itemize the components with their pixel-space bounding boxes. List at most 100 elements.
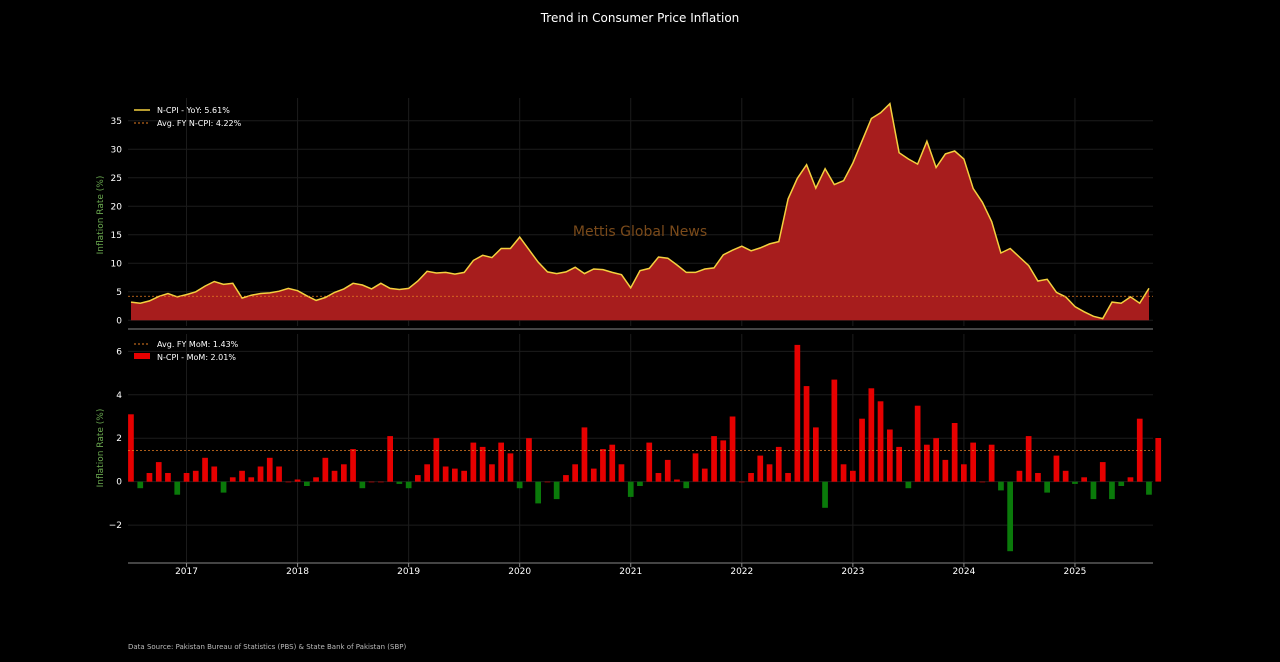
- mom-bar: [775, 446, 782, 482]
- data-source-note: Data Source: Pakistan Bureau of Statisti…: [128, 643, 407, 651]
- mom-bar: [757, 455, 764, 482]
- mom-y-tick-label: 6: [116, 347, 122, 357]
- mom-bars: [128, 344, 1162, 552]
- mom-bar: [748, 473, 754, 482]
- mom-legend: Avg. FY MoM: 1.43% N-CPI - MoM: 2.01%: [134, 340, 239, 362]
- mom-bar: [822, 481, 828, 508]
- mom-bar: [785, 473, 791, 482]
- mom-bar: [683, 481, 690, 489]
- mom-bar: [738, 481, 745, 483]
- mom-bar: [507, 453, 514, 482]
- mom-bar: [813, 427, 819, 482]
- mom-bar: [1081, 477, 1087, 482]
- watermark: Mettis Global News: [573, 224, 707, 240]
- mom-bar: [1099, 462, 1106, 482]
- mom-bar: [387, 436, 393, 482]
- yoy-panel: 0 5 10 15 20 25 30 35 Inflation Rate (%) N-CPI …: [96, 98, 1153, 326]
- mom-bar: [285, 481, 292, 483]
- mom-bar: [942, 459, 949, 482]
- mom-bar: [914, 405, 921, 482]
- mom-bar: [563, 475, 569, 482]
- yoy-y-axis-label: Inflation Rate (%): [96, 176, 106, 255]
- mom-bar: [526, 438, 532, 482]
- mom-bar: [988, 444, 995, 482]
- mom-y-tick-label: 4: [116, 391, 122, 401]
- mom-bar: [572, 464, 578, 482]
- mom-bar: [470, 442, 477, 482]
- x-tick-label: 2020: [508, 567, 531, 577]
- mom-bar: [276, 466, 282, 482]
- yoy-area-fill: [131, 103, 1149, 321]
- mom-bar: [248, 477, 255, 482]
- mom-bar: [1118, 481, 1125, 486]
- mom-bar: [461, 470, 467, 482]
- mom-bar: [1062, 470, 1069, 482]
- mom-bar: [452, 468, 458, 482]
- mom-bar: [183, 473, 190, 482]
- mom-bar: [479, 446, 486, 482]
- mom-bar: [516, 481, 523, 489]
- mom-bar: [692, 453, 699, 482]
- mom-y-tick-label: 2: [116, 434, 122, 444]
- mom-bar: [368, 481, 375, 483]
- mom-y-ticks: −2 0 2 4 6: [109, 347, 123, 531]
- mom-bar: [637, 481, 643, 486]
- mom-bar: [581, 427, 588, 482]
- mom-bar: [924, 444, 930, 482]
- mom-bar: [396, 481, 403, 484]
- mom-bar: [951, 423, 958, 482]
- mom-bar: [415, 475, 421, 482]
- legend-label-mom: N-CPI - MoM: 2.01%: [157, 353, 236, 362]
- yoy-y-ticks: 0 5 10 15 20 25 30 35: [111, 117, 123, 326]
- yoy-y-tick-label: 20: [111, 202, 123, 212]
- yoy-y-tick-label: 10: [111, 259, 123, 269]
- mom-bar: [1146, 481, 1152, 495]
- mom-y-tick-label: −2: [109, 521, 122, 531]
- mom-bar: [896, 446, 902, 482]
- mom-bar: [1035, 473, 1041, 482]
- mom-bar: [433, 438, 440, 482]
- yoy-y-tick-label: 0: [116, 316, 122, 326]
- mom-bar: [146, 473, 153, 482]
- mom-bar: [970, 442, 976, 482]
- mom-bar: [544, 481, 551, 483]
- mom-bar: [720, 440, 727, 482]
- mom-bar: [257, 466, 264, 482]
- mom-bar: [405, 481, 412, 489]
- mom-bar: [489, 464, 495, 482]
- mom-bar: [646, 442, 653, 482]
- mom-y-axis-label: Inflation Rate (%): [96, 409, 106, 488]
- mom-bar: [961, 464, 967, 482]
- mom-bar: [359, 481, 366, 489]
- mom-bar: [1025, 436, 1032, 482]
- mom-bar: [498, 442, 504, 482]
- mom-bar: [1127, 477, 1134, 482]
- legend-label-yoy: N-CPI - YoY: 5.61%: [157, 106, 230, 115]
- mom-bar: [1007, 481, 1013, 552]
- mom-bar: [887, 429, 893, 482]
- mom-bar: [294, 479, 301, 482]
- mom-bar: [868, 388, 875, 482]
- mom-bar: [766, 464, 773, 482]
- mom-bar: [1053, 455, 1060, 482]
- legend-swatch-mom: [134, 353, 150, 359]
- mom-bar: [1044, 481, 1050, 493]
- mom-y-tick-label: 0: [116, 478, 122, 488]
- mom-bar: [859, 418, 865, 482]
- mom-bar: [850, 470, 856, 482]
- mom-bar: [1136, 418, 1143, 482]
- mom-bar: [803, 386, 810, 482]
- x-tick-label: 2017: [175, 567, 198, 577]
- x-axis-ticks: 2017 2018 2019 2020 2021 2022 2023 2024 2025: [175, 563, 1086, 577]
- mom-bar: [266, 457, 273, 482]
- mom-bar: [701, 468, 708, 482]
- mom-bar: [128, 414, 134, 482]
- mom-bar: [192, 470, 199, 482]
- x-tick-label: 2024: [952, 567, 975, 577]
- mom-panel: −2 0 2 4 6 Inflation Rate (%) Avg. FY MoM: 1…: [96, 334, 1162, 562]
- x-tick-label: 2023: [841, 567, 864, 577]
- mom-bar: [590, 468, 597, 482]
- mom-bar: [998, 481, 1004, 491]
- x-tick-label: 2019: [397, 567, 420, 577]
- x-tick-label: 2021: [619, 567, 642, 577]
